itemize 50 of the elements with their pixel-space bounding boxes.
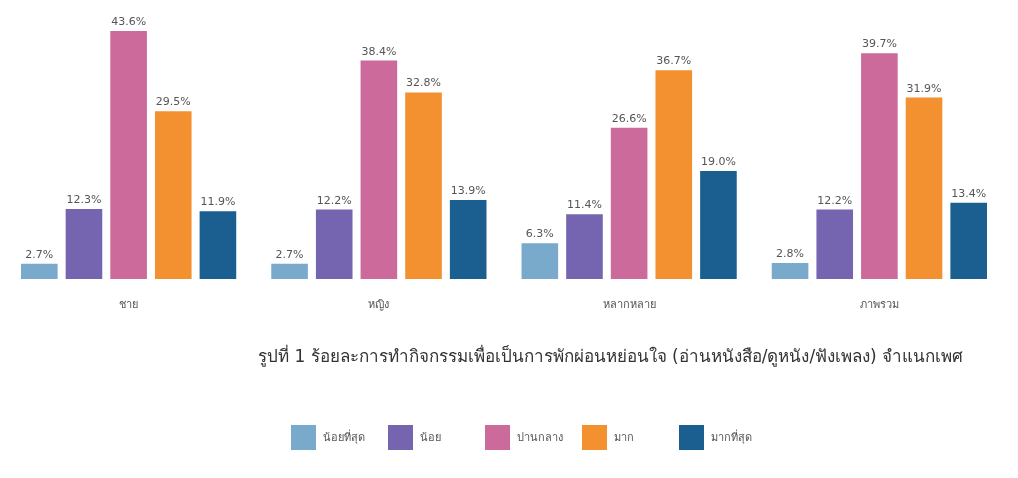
data-label: 19.0% [700, 154, 736, 168]
bar [905, 97, 943, 279]
bar [816, 209, 854, 279]
legend-label: น้อยที่สุด [323, 428, 365, 444]
x-tick-label: หญิง [368, 297, 390, 311]
data-label: 2.7% [275, 247, 304, 261]
data-label: 2.8% [776, 247, 805, 261]
legend-label: มาก [614, 430, 634, 444]
bar [950, 202, 987, 279]
text: รูปที่ 1 ร้อยละการทำกิจกรรมเพื่อเป็นการพักผ่อนหย่อนใจ (อ่านหนังสือ/ดูหนัง/ฟังเพลง) จำแนกเพศ [258, 344, 964, 367]
data-label: 6.3% [525, 227, 554, 241]
legend-label: ปานกลาง [517, 430, 563, 444]
legend-label: มากที่สุด [711, 428, 752, 444]
data-label: 38.4% [361, 44, 397, 58]
bar [110, 31, 147, 279]
bar [154, 111, 192, 279]
data-label: 43.6% [111, 15, 147, 28]
x-tick-label: ภาพรวม [859, 297, 899, 311]
bar [449, 199, 487, 279]
data-label: 36.7% [656, 54, 692, 68]
legend-label: น้อย [420, 430, 441, 444]
bar [199, 211, 237, 279]
data-label: 11.4% [567, 198, 602, 212]
bar [271, 263, 308, 279]
data-label: 39.7% [861, 37, 897, 51]
x-tick-label: หลากหลาย [602, 297, 656, 311]
data-label: 13.4% [951, 186, 987, 200]
data-label: 11.9% [200, 195, 236, 209]
data-label: 26.6% [611, 111, 647, 125]
bar [521, 243, 559, 279]
bar [861, 53, 898, 279]
data-label: 12.2% [316, 193, 352, 207]
bar [771, 263, 809, 279]
data-label: 2.7% [25, 247, 54, 261]
bar [655, 70, 693, 279]
bar [360, 60, 398, 279]
bar [610, 127, 648, 279]
data-label: 31.9% [906, 81, 942, 95]
data-label: 29.5% [155, 95, 191, 109]
bar [21, 263, 58, 279]
data-label: 32.8% [406, 76, 441, 90]
bar [65, 209, 103, 279]
data-label: 12.2% [817, 193, 853, 207]
x-tick-label: ชาย [119, 297, 139, 311]
bar [315, 209, 353, 279]
data-label: 12.3% [66, 193, 102, 207]
bar [700, 170, 737, 279]
data-label: 13.9% [450, 183, 486, 197]
bar [566, 214, 603, 279]
bar [405, 92, 442, 279]
